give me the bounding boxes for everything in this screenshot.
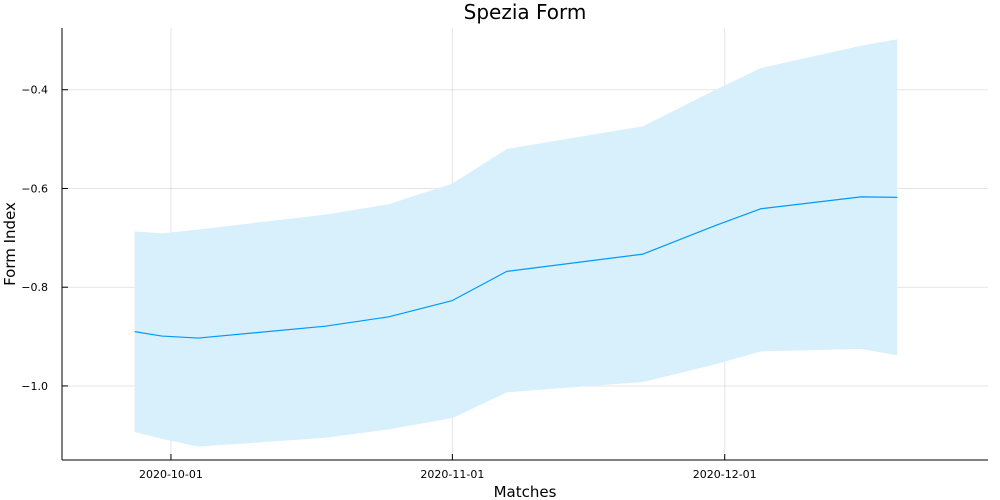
chart-title: Spezia Form xyxy=(464,0,587,24)
y-tick-labels: −1.0 −0.8 −0.6 −0.4 xyxy=(21,84,48,393)
x-tick-labels: 2020-10-01 2020-11-01 2020-12-01 xyxy=(139,468,757,481)
axes xyxy=(61,28,988,461)
y-tick-label-1: −0.8 xyxy=(21,281,48,294)
x-tick-label-0: 2020-10-01 xyxy=(139,468,203,481)
y-tick-label-3: −0.4 xyxy=(21,84,48,97)
confidence-band-layer xyxy=(134,39,898,447)
x-axis-label: Matches xyxy=(494,483,557,500)
series-0-band xyxy=(134,39,898,447)
y-axis-label: Form Index xyxy=(1,202,19,286)
x-tick-label-2: 2020-12-01 xyxy=(693,468,757,481)
series-line-layer xyxy=(134,196,898,339)
series-0-line xyxy=(134,196,898,339)
y-tick-label-2: −0.6 xyxy=(21,182,48,195)
x-tick-label-1: 2020-11-01 xyxy=(420,468,484,481)
y-tick-label-0: −1.0 xyxy=(21,380,48,393)
